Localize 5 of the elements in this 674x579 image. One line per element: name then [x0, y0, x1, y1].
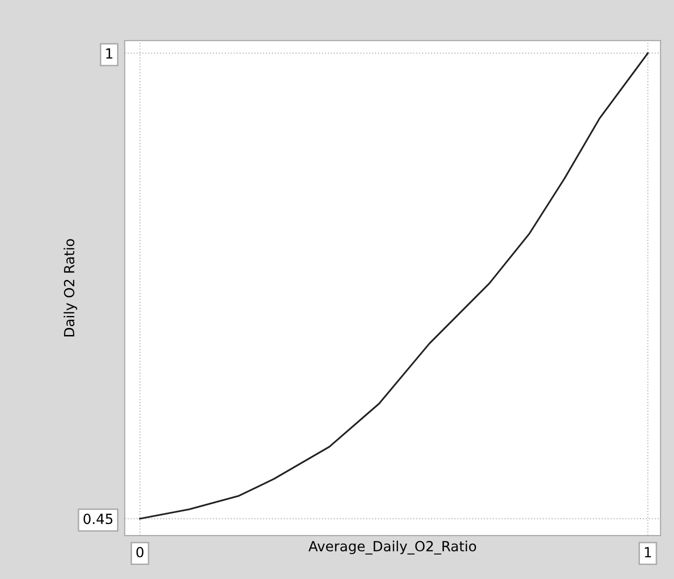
x-tick-label: 0 — [136, 546, 144, 558]
x-axis-title: Average_Daily_O2_Ratio — [308, 540, 476, 555]
y-axis-title: Daily O2 Ratio — [64, 239, 78, 336]
line-series — [139, 52, 649, 520]
y-tick-label: 0.45 — [84, 514, 112, 524]
